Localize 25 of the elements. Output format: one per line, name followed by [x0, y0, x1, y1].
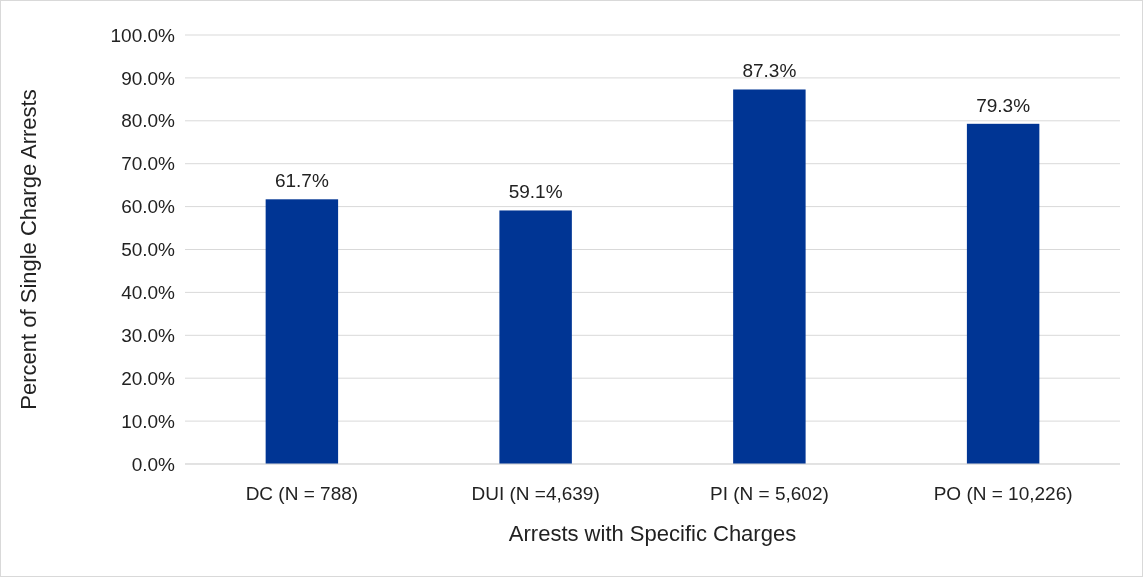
- y-tick-label: 30.0%: [121, 324, 176, 346]
- bar: [499, 210, 572, 464]
- bar: [966, 123, 1040, 464]
- y-tick-label: 100.0%: [110, 24, 176, 46]
- y-tick-label: 80.0%: [121, 110, 176, 132]
- y-tick-label: 50.0%: [121, 239, 176, 261]
- y-axis-title: Percent of Single Charge Arrests: [16, 89, 41, 410]
- data-label: 61.7%: [274, 170, 329, 192]
- bar: [733, 89, 806, 464]
- y-tick-label: 0.0%: [131, 453, 176, 475]
- x-tick-label: PI (N = 5,602): [709, 483, 829, 504]
- x-tick-label: PO (N = 10,226): [933, 483, 1073, 504]
- y-tick-label: 20.0%: [121, 367, 176, 389]
- data-label: 87.3%: [742, 60, 797, 82]
- data-label: 59.1%: [508, 181, 563, 203]
- y-tick-label: 70.0%: [121, 153, 176, 175]
- y-tick-label: 90.0%: [121, 67, 176, 89]
- y-tick-label: 10.0%: [121, 410, 176, 432]
- bar: [265, 199, 339, 464]
- x-axis-title: Arrests with Specific Charges: [508, 521, 797, 546]
- x-tick-label: DC (N = 788): [245, 483, 359, 504]
- data-label: 79.3%: [976, 94, 1031, 116]
- y-tick-label: 60.0%: [121, 196, 176, 218]
- y-tick-label: 40.0%: [121, 282, 176, 304]
- x-tick-label: DUI (N =4,639): [471, 483, 600, 504]
